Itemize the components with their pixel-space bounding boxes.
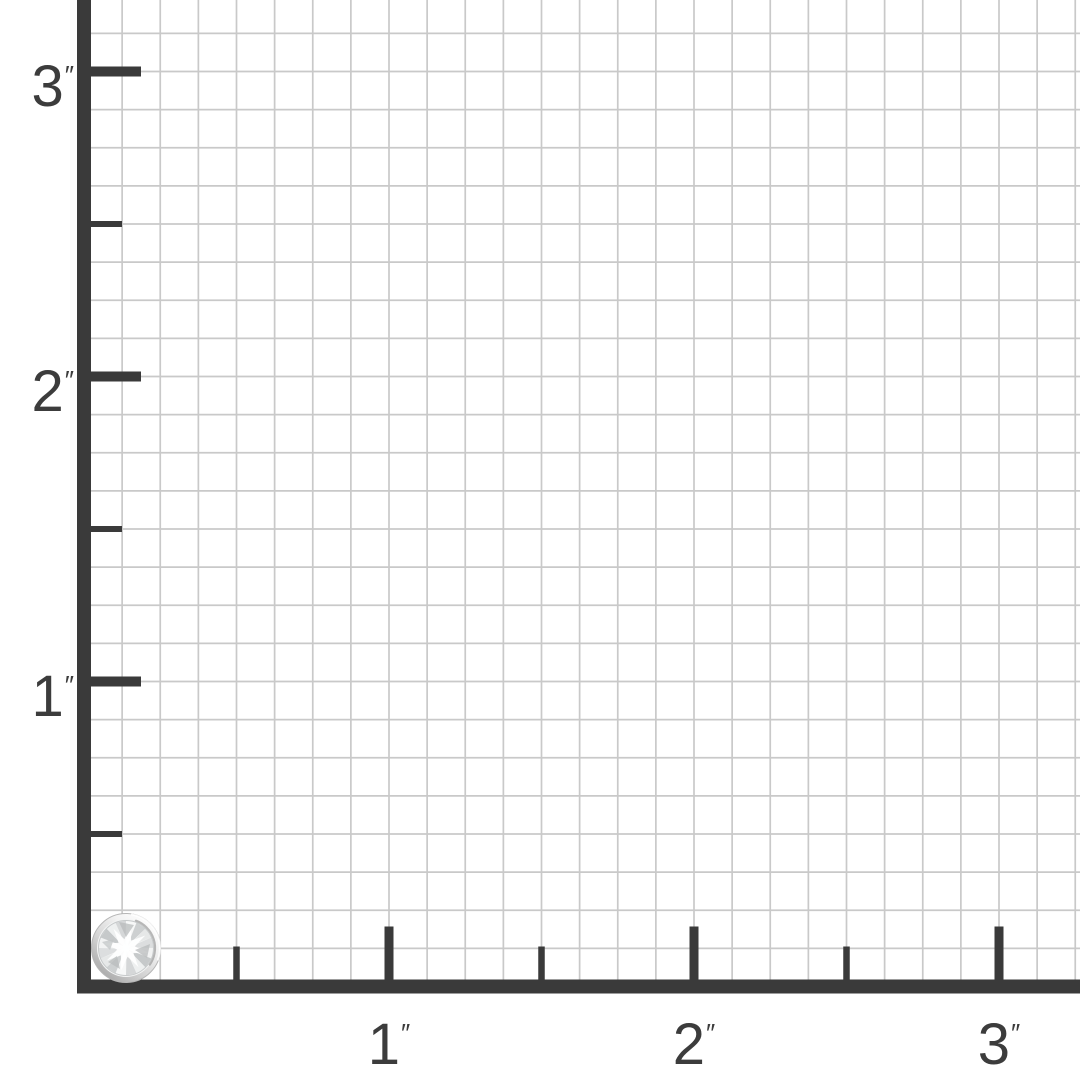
y-axis-label-1in-value: 1	[31, 663, 64, 729]
inch-mark-icon: ″	[401, 1018, 411, 1048]
sparkle-star	[103, 925, 149, 971]
diamond-gem	[91, 913, 162, 984]
inch-mark-icon: ″	[1011, 1018, 1021, 1048]
x-axis-label-1in: 1″	[368, 1000, 410, 1078]
y-axis-label-3in-value: 3	[31, 53, 64, 119]
inch-mark-icon: ″	[64, 669, 74, 700]
x-axis-label-2in: 2″	[673, 1000, 715, 1078]
x-axis-label-1in-value: 1	[367, 1012, 401, 1077]
y-axis-label-3in: 3″	[0, 42, 74, 120]
facet-accents	[102, 922, 151, 970]
y-axis-label-2in-value: 2	[31, 358, 64, 424]
bezel-inner-shadow	[134, 919, 157, 966]
y-axis-label-1in: 1″	[0, 652, 74, 730]
inch-mark-icon: ″	[64, 59, 74, 90]
inch-mark-icon: ″	[706, 1018, 716, 1048]
x-axis-label-3in-value: 3	[977, 1012, 1011, 1077]
x-axis-label-3in: 3″	[978, 1000, 1020, 1078]
bezel-highlight	[130, 913, 161, 961]
gem-girdle	[98, 920, 155, 977]
inch-mark-icon: ″	[64, 364, 74, 395]
x-axis-label-2in-value: 2	[672, 1012, 706, 1077]
y-axis-label-2in: 2″	[0, 347, 74, 425]
diamond-facets	[98, 920, 154, 976]
